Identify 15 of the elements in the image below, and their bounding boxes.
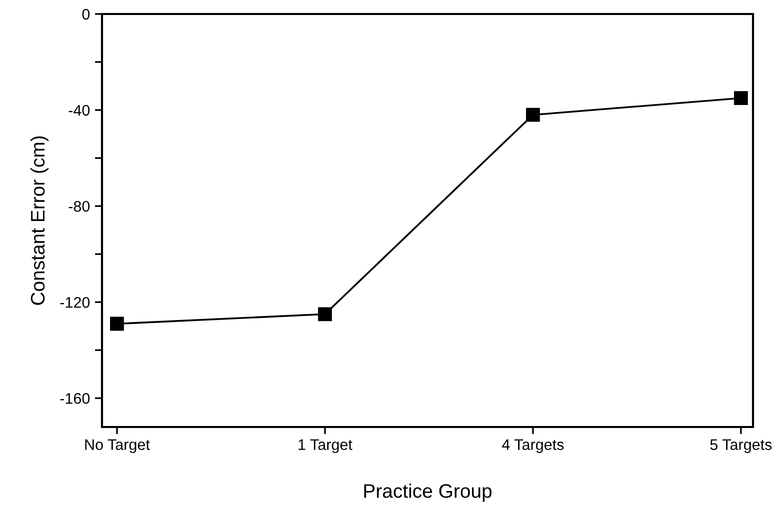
x-tick-label: 1 Target (298, 439, 352, 454)
x-axis-title: Practice Group (364, 484, 492, 502)
y-tick-label: -120 (60, 297, 90, 308)
x-tick-label: 4 Targets (502, 439, 564, 454)
point (110, 316, 124, 331)
point (526, 108, 540, 122)
x-tick-label: 5 Targets (710, 439, 772, 454)
y-axis-title: Constant Error (cm) (30, 136, 48, 305)
point (318, 307, 332, 322)
y-tick-label: -40 (68, 104, 90, 116)
y-tick-label: 0 (82, 8, 90, 20)
y-tick-label: -80 (68, 200, 90, 212)
y-tick-label: -160 (60, 393, 90, 404)
x-tick-label: No Target (85, 439, 150, 454)
point (734, 91, 748, 105)
